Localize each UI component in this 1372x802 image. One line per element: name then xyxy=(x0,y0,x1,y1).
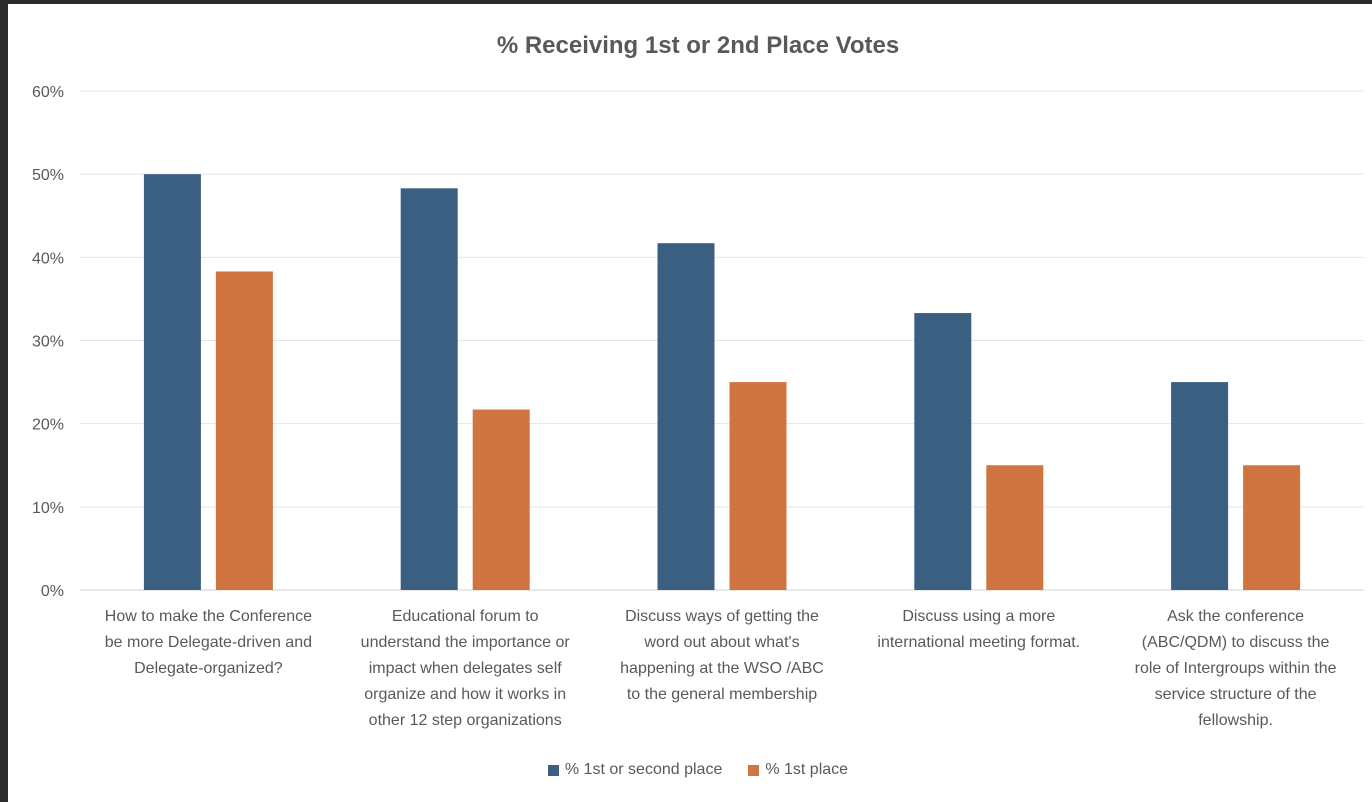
category-label-line: (ABC/QDM) to discuss the xyxy=(1141,634,1330,651)
category-label-line: fellowship. xyxy=(1198,712,1273,729)
y-tick-label: 40% xyxy=(32,250,64,267)
chart-frame: % Receiving 1st or 2nd Place Votes 0% 10%… xyxy=(8,4,1372,802)
bar-first-or-second-3 xyxy=(657,243,715,590)
category-label: How to make the Conference be more Delega… xyxy=(78,604,338,682)
category-label-line: service structure of the xyxy=(1154,686,1317,703)
category-label-line: role of Intergroups within the xyxy=(1134,660,1337,677)
category-label-line: Educational forum to xyxy=(391,608,539,625)
legend-item: % 1st place xyxy=(748,761,848,779)
category-label-line: Ask the conference xyxy=(1167,608,1305,625)
category-label-line: happening at the WSO /ABC xyxy=(620,660,824,677)
bar-first-or-second-4 xyxy=(914,313,972,590)
category-label-line: understand the importance or xyxy=(360,634,570,651)
category-label-line: word out about what's xyxy=(644,634,800,651)
legend-item: % 1st or second place xyxy=(547,761,723,779)
bar-first-or-second-5 xyxy=(1171,382,1229,590)
legend: % 1st or second place % 1st place xyxy=(8,761,1372,779)
category-label-line: Discuss using a more xyxy=(902,608,1056,625)
bar-first-or-second-1 xyxy=(143,174,201,590)
legend-swatch xyxy=(748,764,760,776)
bar-first-4 xyxy=(986,465,1044,590)
chart-title: % Receiving 1st or 2nd Place Votes xyxy=(496,32,900,59)
category-label: Discuss ways of getting the word out abou… xyxy=(592,604,852,708)
legend-swatch xyxy=(547,764,559,776)
legend-label: % 1st place xyxy=(765,761,849,778)
y-tick-label: 10% xyxy=(32,500,64,517)
category-label-line: impact when delegates self xyxy=(368,660,562,677)
category-label-line: international meeting format. xyxy=(877,634,1081,651)
category-label-line: Discuss ways of getting the xyxy=(625,608,819,625)
bar-first-1 xyxy=(215,271,273,590)
category-label-line: How to make the Conference xyxy=(104,608,312,625)
category-label-line: be more Delegate-driven and xyxy=(104,634,312,651)
y-tick-label: 50% xyxy=(32,167,64,184)
bar-first-or-second-2 xyxy=(400,188,458,590)
category-label-line: Delegate-organized? xyxy=(134,660,283,677)
bar-first-5 xyxy=(1243,465,1301,590)
legend-label: % 1st or second place xyxy=(564,761,723,778)
y-tick-label: 30% xyxy=(32,334,64,351)
category-label-line: organize and how it works in xyxy=(364,686,567,703)
category-label: Educational forum to understand the impor… xyxy=(335,604,595,734)
y-tick-label: 0% xyxy=(41,583,64,600)
category-label-line: other 12 step organizations xyxy=(368,712,562,729)
category-label: Discuss using a more international meetin… xyxy=(849,604,1109,656)
category-label-line: to the general membership xyxy=(626,686,818,703)
category-label: Ask the conference (ABC/QDM) to discuss t… xyxy=(1106,604,1366,734)
plot-area: 0% 10% 20% 30% 40% 50% 60% xyxy=(32,84,1364,600)
bar-first-2 xyxy=(472,409,530,590)
bar-first-3 xyxy=(729,382,787,590)
y-tick-label: 60% xyxy=(32,84,64,101)
y-tick-label: 20% xyxy=(32,417,64,434)
